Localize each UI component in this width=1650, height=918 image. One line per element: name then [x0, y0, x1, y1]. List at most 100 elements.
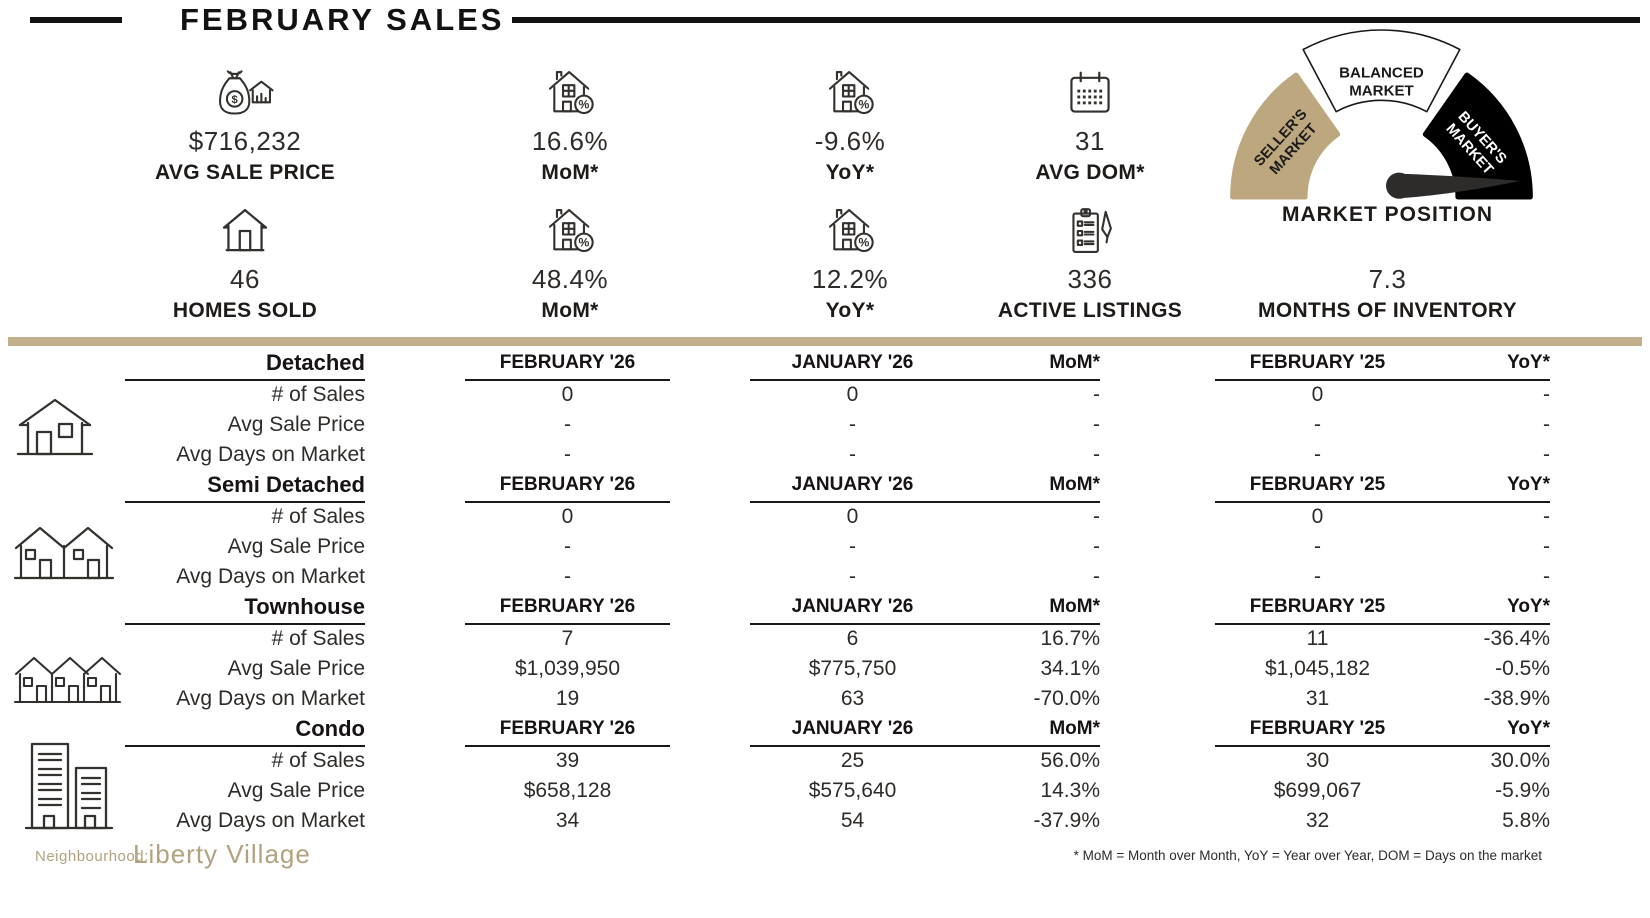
stat-value: 48.4%: [531, 264, 609, 294]
stat-active-listings: 336 ACTIVE LISTINGS: [965, 200, 1215, 323]
table-row: Avg Sale Price - - - - -: [227, 535, 1550, 558]
col-header: YoY*: [1420, 347, 1550, 381]
section-divider: [8, 337, 1642, 346]
title-rule-right: [512, 17, 1640, 23]
table-section-townhouse: Townhouse FEBRUARY '26 JANUARY '26 MoM* …: [0, 592, 1650, 714]
stat-label: YoY*: [825, 299, 875, 322]
table-row: Avg Sale Price - - - - -: [227, 413, 1550, 436]
col-header: MoM*: [955, 591, 1100, 625]
gauge-segment-buyers: [1422, 72, 1533, 200]
house-icon: [120, 200, 370, 258]
no-icon-spacer: [1215, 200, 1560, 258]
stat-months-of-inventory: 7.3 MONTHS OF INVENTORY: [1215, 200, 1560, 323]
gauge-title: MARKET POSITION: [1281, 203, 1493, 226]
section-type: Townhouse: [125, 591, 365, 625]
col-header: JANUARY '26: [750, 591, 955, 625]
svg-text:BALANCED: BALANCED: [1339, 64, 1424, 81]
table-header-row: Semi Detached FEBRUARY '26 JANUARY '26 M…: [0, 469, 1650, 503]
stat-value: 336: [1067, 264, 1113, 294]
col-header: FEBRUARY '25: [1215, 713, 1420, 747]
townhouse-icon: [12, 648, 124, 708]
col-header: MoM*: [955, 713, 1100, 747]
col-header: FEBRUARY '26: [465, 591, 670, 625]
stat-label: HOMES SOLD: [172, 299, 318, 322]
stat-price-yoy: % -9.6% YoY*: [725, 62, 975, 185]
col-header: FEBRUARY '25: [1215, 591, 1420, 625]
gauge-label-balanced: BALANCED MARKET: [1339, 64, 1424, 99]
gauge-svg: SELLER'S MARKET BALANCED MARKET BUYER'S …: [1230, 29, 1533, 200]
svg-text:%: %: [859, 236, 870, 250]
condo-icon: [24, 738, 116, 836]
stat-value: $716,232: [188, 126, 302, 156]
col-header: MoM*: [955, 469, 1100, 503]
stat-label: MONTHS OF INVENTORY: [1258, 299, 1517, 322]
col-header: FEBRUARY '26: [465, 347, 670, 381]
col-header: MoM*: [955, 347, 1100, 381]
table-row: Avg Days on Market 19 63 -70.0% 31 -38.9…: [176, 687, 1550, 710]
house-percent-icon: %: [725, 62, 975, 120]
stat-label: MoM*: [541, 161, 599, 184]
semi-detached-house-icon: [12, 520, 116, 584]
svg-text:%: %: [579, 98, 590, 112]
col-header: JANUARY '26: [750, 713, 955, 747]
table-row: Avg Days on Market - - - - -: [176, 443, 1550, 466]
clipboard-pen-icon: [965, 200, 1215, 258]
svg-text:%: %: [579, 236, 590, 250]
stat-value: 16.6%: [531, 126, 609, 156]
table-row: # of Sales 0 0 - 0 -: [271, 383, 1550, 406]
table-row: # of Sales 0 0 - 0 -: [271, 505, 1550, 528]
col-header: YoY*: [1420, 591, 1550, 625]
stat-value: 31: [1075, 126, 1105, 156]
table-section-condo: Condo FEBRUARY '26 JANUARY '26 MoM* FEBR…: [0, 714, 1650, 836]
title-rule-left: [30, 17, 122, 23]
table-header-row: Townhouse FEBRUARY '26 JANUARY '26 MoM* …: [0, 591, 1650, 625]
stat-avg-sale-price: $ $716,232 AVG SALE PRICE: [120, 62, 370, 185]
market-table: Detached FEBRUARY '26 JANUARY '26 MoM* F…: [0, 348, 1650, 836]
col-header: FEBRUARY '25: [1215, 347, 1420, 381]
house-percent-icon: %: [445, 200, 695, 258]
col-header: FEBRUARY '25: [1215, 469, 1420, 503]
table-row: Avg Sale Price $1,039,950 $775,750 34.1%…: [227, 657, 1550, 680]
stat-label: YoY*: [825, 161, 875, 184]
stat-label: MoM*: [541, 299, 599, 322]
house-percent-icon: %: [445, 62, 695, 120]
table-section-detached: Detached FEBRUARY '26 JANUARY '26 MoM* F…: [0, 348, 1650, 470]
table-header-row: Condo FEBRUARY '26 JANUARY '26 MoM* FEBR…: [0, 713, 1650, 747]
stat-label: AVG SALE PRICE: [154, 161, 335, 184]
detached-house-icon: [12, 394, 98, 460]
col-header: JANUARY '26: [750, 347, 955, 381]
col-header: JANUARY '26: [750, 469, 955, 503]
col-header: YoY*: [1420, 469, 1550, 503]
section-type: Semi Detached: [125, 469, 365, 503]
svg-text:MARKET: MARKET: [1349, 82, 1414, 99]
section-type: Detached: [125, 347, 365, 381]
money-bag-house-icon: $: [120, 62, 370, 120]
neighbourhood-label: Neighbourhood:: [35, 848, 149, 865]
stat-value: 46: [230, 264, 260, 294]
house-percent-icon: %: [725, 200, 975, 258]
svg-text:$: $: [232, 94, 239, 106]
calendar-icon: [965, 62, 1215, 120]
table-row: Avg Days on Market 34 54 -37.9% 32 5.8%: [176, 809, 1550, 832]
stat-label: ACTIVE LISTINGS: [997, 299, 1183, 322]
table-header-row: Detached FEBRUARY '26 JANUARY '26 MoM* F…: [0, 347, 1650, 381]
stat-price-mom: % 16.6% MoM*: [445, 62, 695, 185]
stat-sold-mom: % 48.4% MoM*: [445, 200, 695, 323]
table-section-semi-detached: Semi Detached FEBRUARY '26 JANUARY '26 M…: [0, 470, 1650, 592]
table-row: # of Sales 39 25 56.0% 30 30.0%: [271, 749, 1550, 772]
page-title: FEBRUARY SALES: [180, 2, 505, 37]
gauge-needle: [1386, 172, 1521, 199]
stat-avg-dom: 31 AVG DOM*: [965, 62, 1215, 185]
gauge-segment-balanced: [1302, 29, 1461, 113]
section-type: Condo: [125, 713, 365, 747]
svg-text:%: %: [859, 98, 870, 112]
stat-value: -9.6%: [814, 126, 886, 156]
table-row: Avg Sale Price $658,128 $575,640 14.3% $…: [227, 779, 1550, 802]
neighbourhood-value: Liberty Village: [133, 839, 311, 869]
col-header: YoY*: [1420, 713, 1550, 747]
gauge-segment-sellers: [1230, 72, 1341, 200]
col-header: FEBRUARY '26: [465, 469, 670, 503]
stat-homes-sold: 46 HOMES SOLD: [120, 200, 370, 323]
footnote: * MoM = Month over Month, YoY = Year ove…: [1073, 848, 1542, 863]
table-row: Avg Days on Market - - - - -: [176, 565, 1550, 588]
